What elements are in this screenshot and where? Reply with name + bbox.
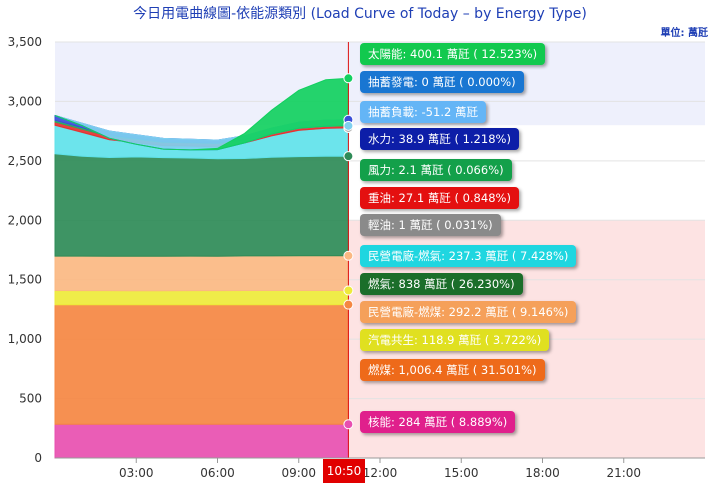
chart-title: 今日用電曲線圖-依能源類別 (Load Curve of Today – by … — [133, 6, 587, 22]
x-tick-label: 12:00 — [363, 466, 398, 480]
series-area-0 — [54, 423, 349, 459]
series-marker-0 — [343, 419, 354, 430]
series-area-2 — [54, 289, 349, 306]
x-tick-label: 15:00 — [444, 466, 479, 480]
tooltip-item: 燃煤: 1,006.4 萬瓩 ( 31.501%) — [360, 359, 545, 381]
tooltip-item: 風力: 2.1 萬瓩 ( 0.066%) — [360, 159, 512, 181]
current-time-label: 10:50 — [323, 459, 365, 483]
tooltip-item: 輕油: 1 萬瓩 ( 0.031%) — [360, 214, 501, 236]
y-tick-label: 0 — [34, 451, 42, 465]
series-area-1 — [54, 304, 349, 425]
tooltip-item: 太陽能: 400.1 萬瓩 ( 12.523%) — [360, 43, 546, 65]
x-tick-label: 03:00 — [119, 466, 154, 480]
y-tick-label: 1,000 — [8, 332, 42, 346]
x-tick-label: 06:00 — [200, 466, 235, 480]
tooltip-item: 民營電廠-燃煤: 292.2 萬瓩 ( 9.146%) — [360, 301, 577, 323]
tooltip-item: 抽蓄發電: 0 萬瓩 ( 0.000%) — [360, 71, 524, 93]
series-marker-2 — [343, 285, 354, 296]
x-tick-label: 09:00 — [281, 466, 316, 480]
y-tick-label: 2,500 — [8, 154, 42, 168]
y-tick-label: 3,500 — [8, 35, 42, 49]
tooltip-item: 重油: 27.1 萬瓩 ( 0.848%) — [360, 187, 519, 209]
y-tick-label: 500 — [19, 392, 42, 406]
tooltip-item: 抽蓄負載: -51.2 萬瓩 — [360, 101, 486, 123]
x-tick-label: 18:00 — [525, 466, 560, 480]
series-marker-12 — [343, 73, 354, 84]
y-tick-label: 1,500 — [8, 273, 42, 287]
series-marker-4 — [343, 151, 354, 162]
y-tick-label: 2,000 — [8, 213, 42, 227]
tooltip-item: 燃氣: 838 萬瓩 ( 26.230%) — [360, 273, 523, 295]
tooltip-item: 汽電共生: 118.9 萬瓩 ( 3.722%) — [360, 329, 550, 351]
series-area-3 — [54, 255, 349, 292]
tooltip-item: 水力: 38.9 萬瓩 ( 1.218%) — [360, 128, 519, 150]
series-marker-10 — [343, 120, 354, 131]
series-marker-1 — [343, 299, 354, 310]
series-area-4 — [54, 153, 349, 257]
tooltip-item: 民營電廠-燃氣: 237.3 萬瓩 ( 7.428%) — [360, 245, 577, 267]
unit-label: 單位: 萬瓩 — [660, 28, 708, 39]
y-tick-label: 3,000 — [8, 94, 42, 108]
series-marker-3 — [343, 250, 354, 261]
x-tick-label: 21:00 — [606, 466, 641, 480]
tooltip-item: 核能: 284 萬瓩 ( 8.889%) — [360, 411, 516, 433]
